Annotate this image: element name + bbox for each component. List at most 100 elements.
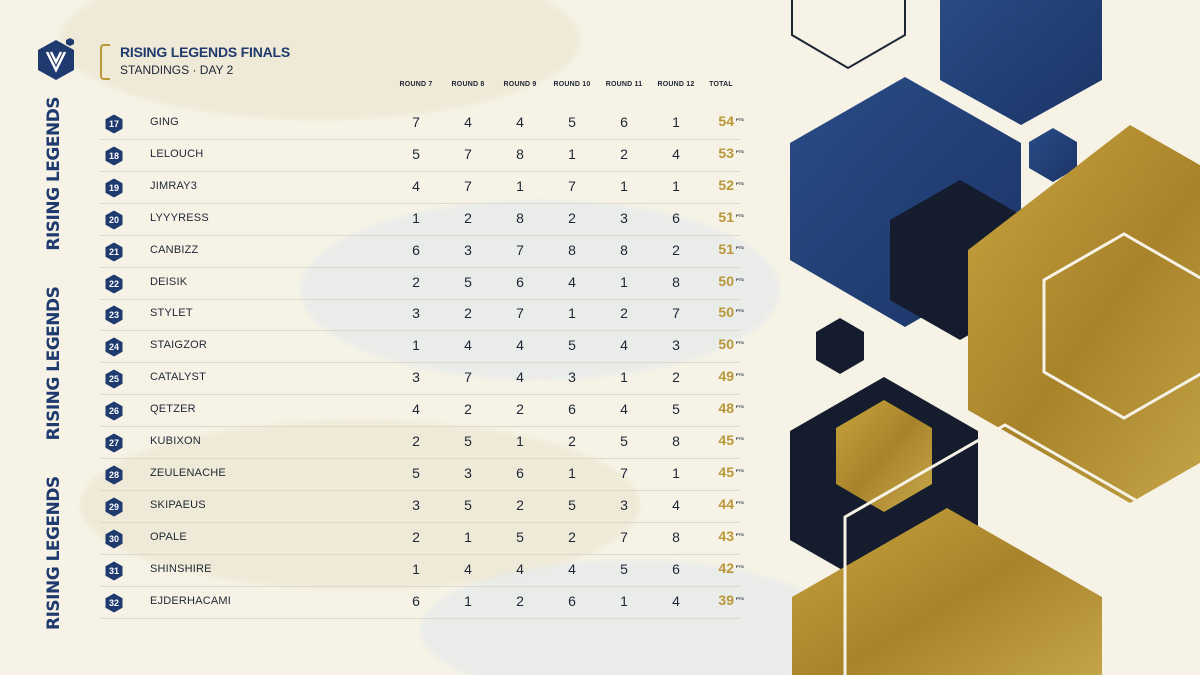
round-11-points: 1 [620,369,628,386]
round-10-points: 6 [568,401,576,418]
rank-number: 24 [108,342,119,353]
rank-badge: 32 [104,593,124,613]
rank-number: 26 [108,406,119,417]
rank-badge: 17 [104,114,124,134]
round-7-points: 3 [412,369,420,386]
total-points: 52 [718,176,734,193]
round-12-points: 8 [672,528,680,545]
round-10-points: 2 [568,528,576,545]
round-8-points: 5 [464,273,472,290]
points-suffix: PTS [736,308,744,314]
total-points: 43 [718,527,734,544]
player-name: CANBIZZ [150,243,199,256]
total-points: 45 [718,463,734,480]
round-12-points: 2 [672,241,680,258]
round-7-points: 2 [412,273,420,290]
column-header-total: TOTAL [709,81,733,88]
round-7-points: 6 [412,592,420,609]
round-9-points: 8 [516,209,524,226]
round-9-points: 4 [516,114,524,130]
player-name: KUBIXON [150,435,201,447]
points-suffix: PTS [736,563,744,569]
total-points: 48 [718,400,734,417]
player-name: ZEULENACHE [150,466,226,479]
table-row: 24 STAIGZOR 1 4 4 5 4 3 50 PTS [100,330,744,364]
rank-badge: 24 [104,337,124,357]
table-row: 26 QETZER 4 2 2 6 4 5 48 PTS [100,394,744,428]
round-12-points: 5 [672,401,680,418]
rank-number: 19 [108,182,119,193]
total-points: 51 [718,208,734,225]
round-10-points: 4 [568,560,576,577]
player-name: SKIPAEUS [150,498,206,511]
round-11-points: 2 [620,145,628,162]
round-10-points: 7 [568,177,576,194]
page-title: RISING LEGENDS FINALS [120,44,291,60]
rank-badge: 21 [104,242,124,262]
points-suffix: PTS [736,212,744,218]
points-suffix: PTS [736,404,744,410]
points-suffix: PTS [736,531,744,537]
rank-hexagon-icon [105,337,123,357]
table-row: 17 GING 7 4 4 5 6 1 54 PTS [100,107,744,140]
round-12-points: 8 [672,273,680,290]
table-row: 31 SHINSHIRE 1 4 4 4 5 6 42 PTS [100,554,744,587]
rank-badge: 29 [104,497,124,517]
rank-number: 21 [108,246,119,257]
side-brand-text: RISING LEGENDS [44,286,64,441]
rank-badge: 27 [104,433,124,453]
rank-hexagon-icon [105,465,123,485]
round-11-points: 5 [620,433,628,449]
rank-number: 32 [108,597,119,608]
table-row: 30 OPALE 2 1 5 2 7 8 43 PTS [100,522,744,555]
round-11-points: 3 [620,496,628,513]
round-7-points: 5 [412,145,420,162]
round-12-points: 1 [672,177,680,194]
round-9-points: 2 [516,496,524,513]
round-8-points: 2 [464,209,472,226]
rank-hexagon-icon [105,561,123,581]
player-name: STYLET [150,307,193,320]
table-row: 25 CATALYST 3 7 4 3 1 2 49 PTS [100,362,744,396]
rank-badge: 20 [104,210,124,230]
table-row: 23 STYLET 3 2 7 1 2 7 50 PTS [100,298,744,332]
total-points: 50 [718,272,734,289]
total-points: 53 [718,144,734,161]
table-row: 29 SKIPAEUS 3 5 2 5 3 4 44 PTS [100,490,744,523]
points-suffix: PTS [736,180,744,186]
total-points: 39 [718,591,734,608]
logo-hexagon-icon [38,38,74,80]
round-7-points: 3 [412,496,420,513]
player-name: LELOUCH [150,147,204,160]
round-12-points: 4 [672,496,680,513]
round-11-points: 8 [620,241,628,258]
round-11-points: 2 [620,305,628,322]
rank-hexagon-icon [105,210,123,230]
round-12-points: 6 [672,560,680,577]
table-row: 21 CANBIZZ 6 3 7 8 8 2 51 PTS [100,235,744,268]
round-7-points: 1 [412,209,420,226]
player-name: OPALE [150,530,187,543]
points-suffix: PTS [736,276,744,282]
round-7-points: 1 [412,337,420,354]
rank-badge: 28 [104,465,124,485]
total-points: 50 [718,336,734,353]
rank-hexagon-icon [105,497,123,517]
round-9-points: 4 [516,560,524,577]
round-8-points: 4 [464,560,472,577]
round-12-points: 8 [672,433,680,449]
round-7-points: 7 [412,114,420,130]
rank-number: 29 [108,501,119,512]
rank-hexagon-icon [105,369,123,389]
column-header-round-7: ROUND 7 [399,81,433,88]
column-header-round-11: ROUND 11 [605,81,643,88]
round-12-points: 4 [672,592,680,609]
round-9-points: 4 [516,337,524,354]
rank-number: 28 [108,469,119,480]
round-12-points: 6 [672,209,680,226]
points-suffix: PTS [736,117,744,122]
round-7-points: 4 [412,401,420,418]
round-7-points: 2 [412,528,420,545]
round-7-points: 6 [412,241,420,258]
